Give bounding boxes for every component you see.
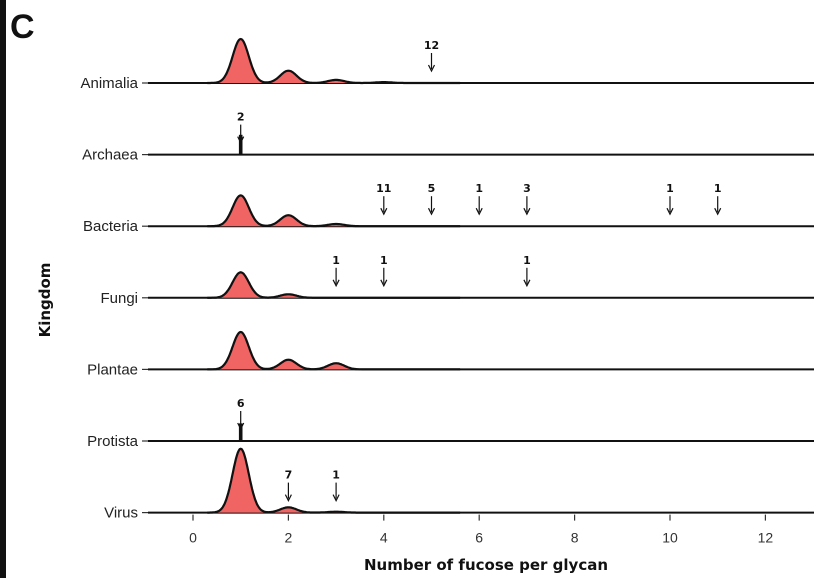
xtick-label-2: 2 [285, 530, 293, 546]
annotation-arrowhead-bacteria-5 [714, 207, 722, 216]
xtick-label-4: 4 [380, 530, 388, 546]
panel-label: C [10, 8, 35, 46]
annotation-label-protista-0: 6 [237, 397, 245, 410]
annotation-label-bacteria-0: 11 [376, 182, 391, 195]
annotation-label-bacteria-2: 1 [475, 182, 483, 195]
xtick-label-6: 6 [475, 530, 483, 546]
density-area-fungi [207, 272, 461, 298]
annotation-arrowhead-virus-0 [284, 494, 292, 502]
category-label-plantae: Plantae [87, 361, 138, 378]
y-axis-title: Kingdom [36, 263, 54, 338]
category-label-animalia: Animalia [80, 75, 138, 92]
density-line-virus [207, 447, 461, 514]
density-area-bacteria [207, 195, 461, 227]
annotation-label-virus-1: 1 [332, 469, 340, 482]
xtick-label-10: 10 [662, 530, 678, 546]
annotation-arrowhead-bacteria-2 [475, 207, 483, 216]
annotation-label-bacteria-4: 1 [666, 182, 674, 195]
annotation-arrowhead-bacteria-0 [380, 207, 388, 216]
annotation-label-animalia-0: 12 [424, 39, 439, 52]
annotation-arrowhead-bacteria-4 [666, 207, 674, 216]
annotation-arrowhead-bacteria-1 [427, 207, 436, 216]
annotation-label-fungi-0: 1 [332, 254, 340, 267]
category-label-archaea: Archaea [82, 147, 139, 164]
xtick-label-8: 8 [571, 530, 579, 546]
density-area-virus [207, 448, 461, 513]
annotation-arrowhead-animalia-0 [427, 64, 436, 73]
annotation-label-bacteria-5: 1 [714, 182, 722, 195]
annotation-label-fungi-2: 1 [523, 254, 531, 267]
category-label-bacteria: Bacteria [83, 218, 139, 235]
density-line-bacteria [207, 194, 461, 228]
left-border-bar [0, 0, 6, 578]
spike-archaea [238, 134, 243, 155]
annotation-label-bacteria-1: 5 [428, 182, 436, 195]
category-label-virus: Virus [104, 505, 138, 522]
spike-protista [238, 423, 243, 441]
density-area-animalia [207, 39, 461, 83]
annotation-arrowhead-bacteria-3 [523, 207, 531, 216]
x-axis-title: Number of fucose per glycan [364, 556, 608, 574]
xtick-label-12: 12 [758, 530, 774, 546]
annotation-arrowhead-fungi-0 [332, 279, 340, 288]
annotation-label-bacteria-3: 3 [523, 182, 531, 195]
annotation-label-archaea-0: 2 [237, 111, 245, 124]
density-line-animalia [207, 37, 461, 85]
annotation-arrowhead-protista-0 [237, 422, 245, 431]
density-line-plantae [207, 330, 461, 371]
annotation-arrowhead-fungi-1 [380, 279, 388, 288]
annotation-arrowhead-virus-1 [332, 494, 340, 502]
annotation-arrowhead-archaea-0 [237, 136, 245, 144]
xtick-label-0: 0 [189, 530, 197, 546]
density-line-fungi [207, 271, 461, 299]
density-area-plantae [207, 332, 461, 370]
category-label-fungi: Fungi [100, 290, 138, 307]
annotation-label-fungi-1: 1 [380, 254, 388, 267]
annotation-label-virus-0: 7 [285, 469, 293, 482]
category-label-protista: Protista [87, 433, 139, 450]
annotation-arrowhead-fungi-2 [523, 279, 531, 288]
